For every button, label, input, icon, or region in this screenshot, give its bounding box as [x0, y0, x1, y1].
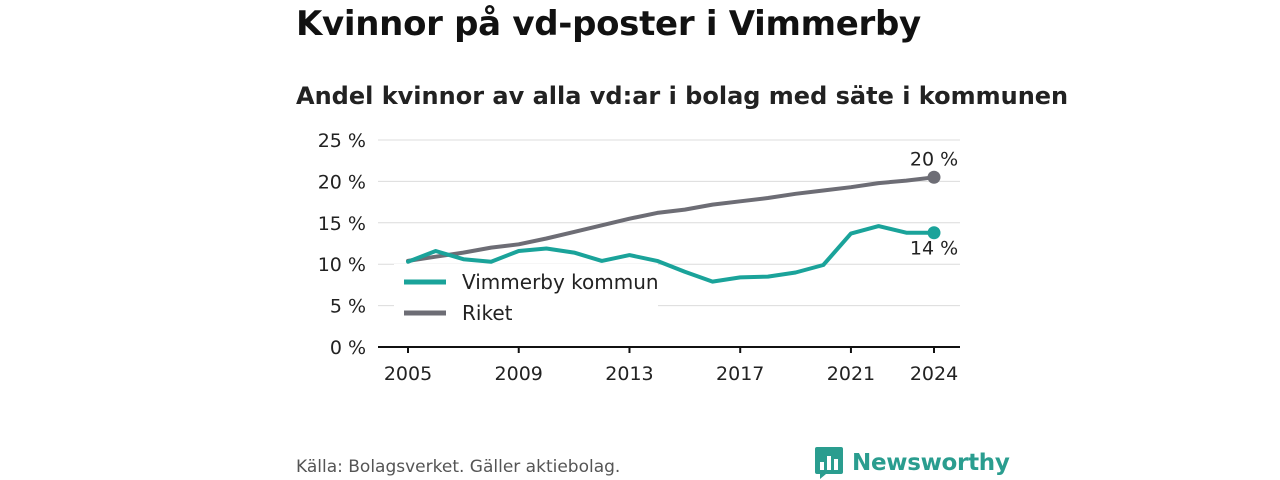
x-tick-label: 2024: [910, 363, 958, 385]
x-tick-label: 2009: [495, 363, 543, 385]
end-value-label: 20 %: [910, 148, 958, 170]
y-tick-label: 15 %: [318, 213, 366, 235]
x-tick-label: 2005: [384, 363, 432, 385]
brand-logo: Newsworthy: [814, 446, 1010, 480]
chart-subtitle: Andel kvinnor av alla vd:ar i bolag med …: [296, 82, 1069, 110]
chart-title: Kvinnor på vd-poster i Vimmerby: [296, 4, 921, 44]
legend-label: Vimmerby kommun: [462, 270, 659, 294]
x-tick-label: 2021: [827, 363, 875, 385]
legend-background: [394, 264, 658, 330]
brand-name: Newsworthy: [852, 450, 1010, 476]
series-end-point: [927, 226, 941, 240]
bar-chart-speech-bubble-icon: [815, 447, 843, 479]
legend-label: Riket: [462, 301, 513, 325]
y-tick-label: 20 %: [318, 171, 366, 193]
y-tick-label: 25 %: [318, 130, 366, 152]
end-value-label: 14 %: [910, 238, 958, 260]
series-line-vimmerby: [406, 224, 936, 284]
x-tick-label: 2017: [716, 363, 764, 385]
y-tick-label: 0 %: [330, 337, 366, 359]
series-end-point: [927, 170, 941, 184]
y-tick-label: 10 %: [318, 254, 366, 276]
source-note: Källa: Bolagsverket. Gäller aktiebolag.: [296, 457, 621, 477]
series-line-riket: [406, 175, 936, 263]
y-tick-label: 5 %: [330, 296, 366, 318]
x-tick-label: 2013: [605, 363, 653, 385]
